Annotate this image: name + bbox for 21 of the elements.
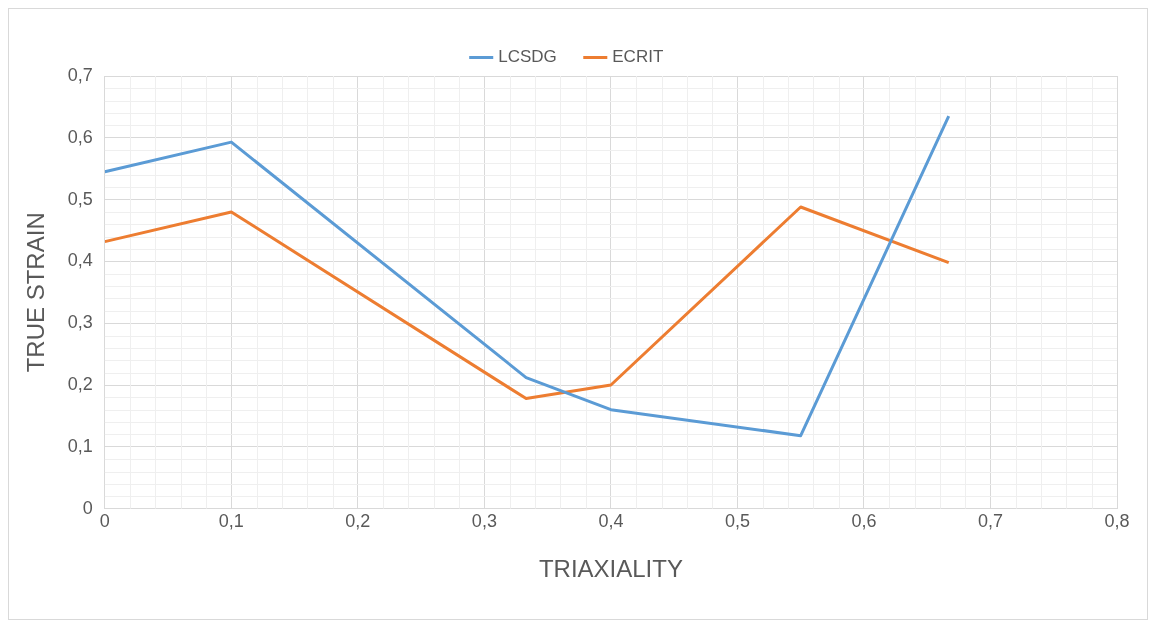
y-axis-title: TRUE STRAIN	[22, 212, 50, 373]
y-tick-label: 0,4	[67, 250, 93, 271]
x-tick-label: 0,4	[598, 511, 624, 532]
y-tick-label: 0,7	[67, 64, 93, 85]
y-tick-label: 0,6	[67, 126, 93, 147]
y-tick-label: 0,1	[67, 435, 93, 456]
x-tick-label: 0,3	[471, 511, 497, 532]
x-tick-label: 0,7	[977, 511, 1003, 532]
y-tick-label: 0	[82, 497, 93, 518]
x-axis-title: TRIAXIALITY	[538, 555, 683, 583]
x-tick-label: 0,6	[851, 511, 877, 532]
x-tick-label: 0,5	[724, 511, 750, 532]
y-tick-label: 0,2	[67, 373, 93, 394]
x-tick-label: 0,2	[345, 511, 371, 532]
x-tick-label: 0,1	[218, 511, 244, 532]
legend-label: ECRIT	[612, 47, 664, 67]
x-tick-label: 0,8	[1104, 511, 1130, 532]
y-tick-label: 0,5	[67, 188, 93, 209]
legend-label: LCSDG	[498, 47, 557, 67]
y-tick-label: 0,3	[67, 312, 93, 333]
x-tick-label: 0	[99, 511, 110, 532]
